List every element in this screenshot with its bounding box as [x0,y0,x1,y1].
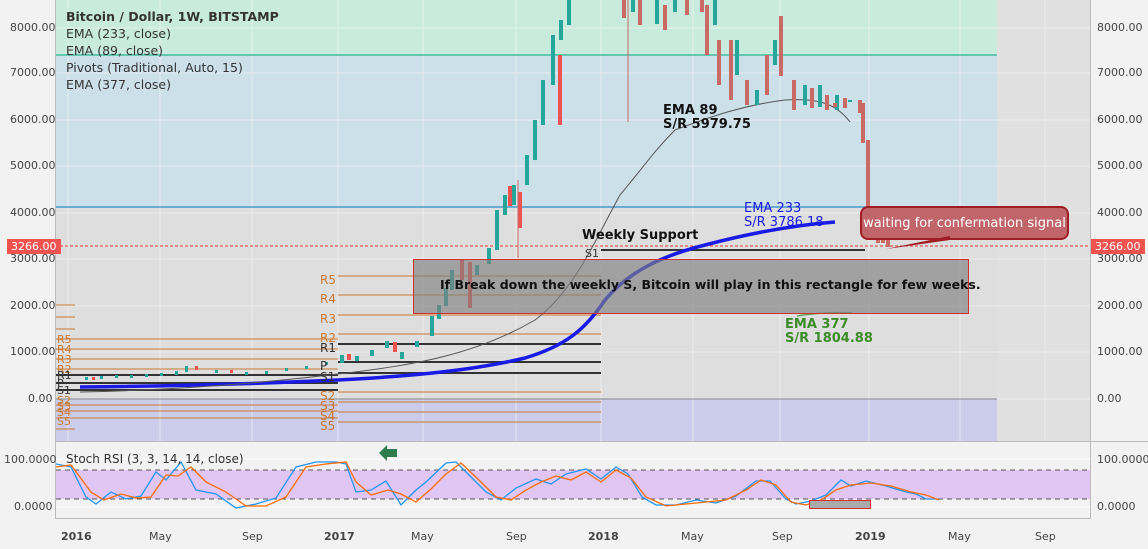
pivot-label: R1 [57,369,72,382]
pivot-label: S5 [57,415,71,428]
right-tick-1000: 1000.00 [1097,345,1143,358]
left-tick-8000: 8000.00 [10,21,56,34]
right-tick-4000: 4000.00 [1097,206,1143,219]
left-tick-0: 0.00 [28,392,53,405]
left-tick-6000: 6000.00 [10,113,56,126]
right-last-price-tag: 3266.00 [1091,239,1145,254]
rectangle-note-text: If Break down the weekly S, Bitcoin will… [440,277,981,292]
ema233-label: EMA 233 [744,201,802,216]
stoch-rsi-title[interactable]: Stoch RSI (3, 3, 14, 14, close) [66,452,244,466]
pivot-label-r5: R5 [320,273,336,287]
rectangle-zone-note[interactable]: If Break down the weekly S, Bitcoin will… [413,259,981,314]
chart-legend: Bitcoin / Dollar, 1W, BITSTAMP EMA (233,… [66,8,279,93]
time-tick-sep-2017: Sep [506,530,527,543]
time-tick-may-2018: May [681,530,704,543]
weekly-support-annotation[interactable]: Weekly Support [582,228,699,243]
left-tick-2000: 2000.00 [10,299,56,312]
ema377-annotation[interactable]: EMA 377 S/R 1804.88 [785,318,873,346]
right-tick-2000: 2000.00 [1097,299,1143,312]
ema89-annotation[interactable]: EMA 89 S/R 5979.75 [663,104,751,132]
time-tick-may-2017: May [411,530,434,543]
pivot-label-r1: R1 [320,341,336,355]
right-tick-6000: 6000.00 [1097,113,1143,126]
legend-ema-89[interactable]: EMA (89, close) [66,43,164,58]
pivot-label: R3 [57,353,72,366]
right-rsi-tick-100: 100.0000 [1097,453,1148,466]
time-tick-2018: 2018 [588,530,619,543]
pivot-label: S1 [57,384,71,397]
time-tick-may-2019: May [948,530,971,543]
left-rsi-tick-0: 0.0000 [14,500,53,513]
pivot-label-r4: R4 [320,292,336,306]
ema89-label: EMA 89 [663,103,718,118]
left-tick-4000: 4000.00 [10,206,56,219]
time-tick-sep-2019: Sep [1035,530,1056,543]
ema233-annotation[interactable]: EMA 233 S/R 3786.18 [744,202,824,230]
pivot-label: R2 [57,363,72,376]
pivot-label-s5: S5 [320,419,336,433]
confirmation-callout[interactable]: waiting for confermation signal [860,206,1069,240]
legend-pivots[interactable]: Pivots (Traditional, Auto, 15) [66,60,243,75]
weekly-s1-label: S1 [585,247,599,260]
pivot-label: S3 [57,400,71,413]
right-tick-0: 0.00 [1097,392,1122,405]
arrow-left-icon[interactable] [379,445,399,461]
pivot-label: R4 [57,343,72,356]
right-tick-7000: 7000.00 [1097,66,1143,79]
legend-ema-233[interactable]: EMA (233, close) [66,26,171,41]
time-tick-2016: 2016 [61,530,92,543]
pivot-label-s2: S2 [320,389,336,403]
left-tick-7000: 7000.00 [10,66,56,79]
ema89-value: S/R 5979.75 [663,117,751,132]
pivot-label-p: P [320,359,328,373]
pivot-label-s1: S1 [320,370,336,384]
time-tick-may-2016: May [149,530,172,543]
right-tick-8000: 8000.00 [1097,21,1143,34]
pivot-label: R5 [57,333,72,346]
pivot-label: P [57,377,64,390]
pivot-label: S4 [57,406,71,419]
price-chart-svg [55,0,1090,441]
right-rsi-tick-0: 0.0000 [1097,500,1136,513]
left-tick-3000: 3000.00 [10,252,56,265]
callout-text: waiting for confermation signal [863,215,1066,231]
left-rsi-tick-100: 100.0000 [4,453,57,466]
pivot-label-r3: R3 [320,312,336,326]
legend-ema-377[interactable]: EMA (377, close) [66,77,171,92]
left-tick-1000: 1000.00 [10,345,56,358]
time-tick-sep-2018: Sep [772,530,793,543]
price-axis-divider [1090,0,1091,519]
stoch-rsi-svg [56,458,1090,509]
time-tick-2017: 2017 [324,530,355,543]
pivot-label-r2: R2 [320,331,336,345]
pane-divider[interactable] [55,441,1148,442]
symbol-title[interactable]: Bitcoin / Dollar, 1W, BITSTAMP [66,9,279,24]
right-tick-5000: 5000.00 [1097,159,1143,172]
pivot-label-s4: S4 [320,409,336,423]
stoch-rsi-pane[interactable] [56,442,1090,518]
ema377-value: S/R 1804.88 [785,331,873,346]
left-last-price-tag: 3266.00 [7,239,61,254]
time-tick-2019: 2019 [855,530,886,543]
pivot-label: S2 [57,394,71,407]
pivot-label-s3: S3 [320,399,336,413]
left-tick-5000: 5000.00 [10,159,56,172]
time-axis-divider [55,518,1091,519]
ema377-label: EMA 377 [785,317,849,332]
left-axis-divider [55,0,56,519]
time-tick-sep-2016: Sep [242,530,263,543]
callout-pointer [886,236,950,249]
ema233-value: S/R 3786.18 [744,215,824,230]
stoch-rsi-highlight-box[interactable] [809,500,871,509]
right-tick-3000: 3000.00 [1097,252,1143,265]
